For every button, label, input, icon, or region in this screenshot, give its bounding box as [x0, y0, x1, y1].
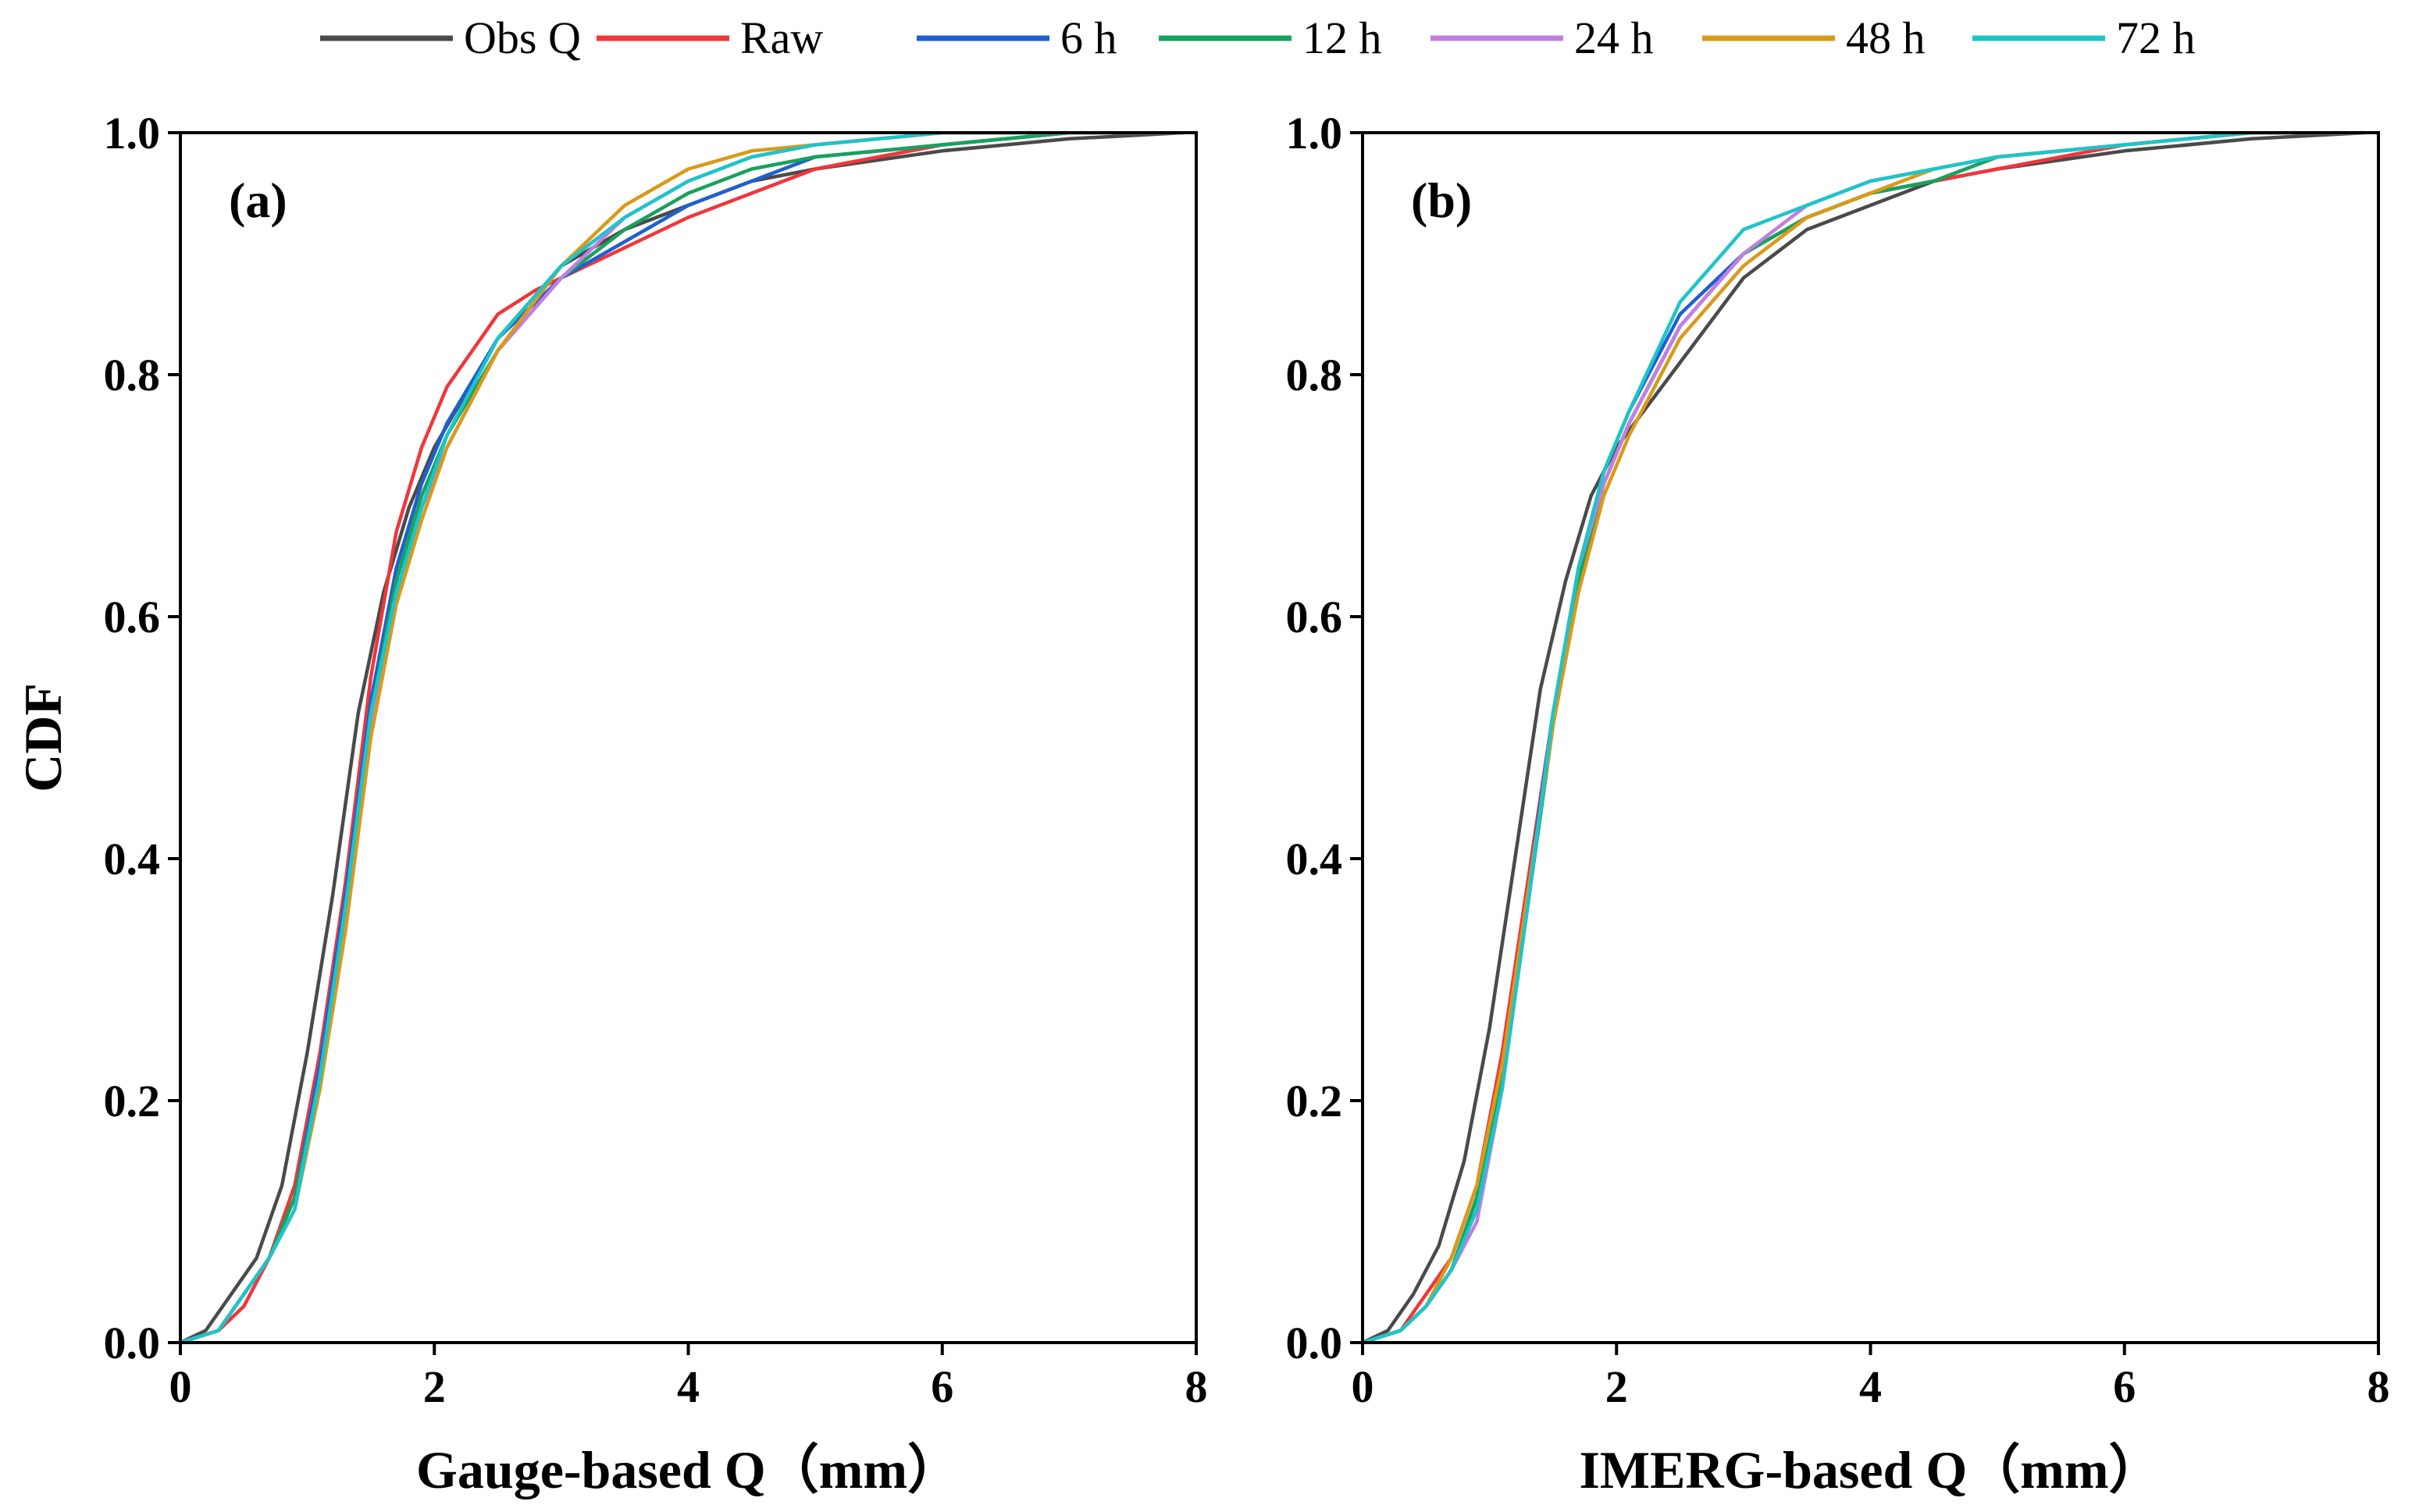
series-line-6h	[180, 133, 1184, 1343]
legend-label: 6 h	[1060, 12, 1117, 63]
legend: Obs Q Raw 6 h 12 h 24 h 48 h 72 h	[320, 12, 2196, 63]
legend-label: 72 h	[2116, 12, 2196, 63]
legend-label: 48 h	[1846, 12, 1926, 63]
series-line-24h	[180, 133, 1184, 1343]
x-tick-label: 6	[931, 1361, 953, 1412]
panel-label: (b)	[1411, 173, 1472, 228]
y-tick-label: 0.2	[104, 1076, 161, 1126]
y-axis-label: CDF	[13, 683, 73, 792]
y-tick-label: 0.0	[104, 1318, 161, 1368]
plot-frame	[1361, 131, 2380, 1344]
panel-label: (a)	[229, 173, 287, 228]
series-line-72h	[180, 133, 1184, 1343]
x-tick-label: 8	[2367, 1361, 2390, 1412]
x-tick-label: 6	[2113, 1361, 2136, 1412]
y-tick-label: 1.0	[1286, 108, 1343, 158]
x-tick-label: 0	[1352, 1361, 1374, 1412]
panel-a: 0 2 4 6 8 0.0 0.2 0.4 0.6 0.8 1.0 (a) Gauge-based Q（…	[13, 108, 1208, 1500]
series-line-48h	[1363, 133, 2366, 1343]
series-line-6h	[1363, 133, 2366, 1343]
legend-item: Obs Q	[320, 12, 581, 63]
series-group	[180, 133, 1184, 1343]
series-line-12h	[180, 133, 1184, 1343]
x-tick-label: 2	[1605, 1361, 1628, 1412]
series-line-raw	[1363, 133, 2366, 1343]
x-tick-label: 4	[677, 1361, 700, 1412]
x-axis-label: Gauge-based Q（mm）	[416, 1440, 960, 1500]
x-axis-label: IMERG-based Q（mm）	[1579, 1440, 2161, 1500]
x-tick-label: 2	[423, 1361, 446, 1412]
y-tick-label: 0.8	[104, 350, 161, 400]
series-line-raw	[180, 133, 1184, 1343]
series-line-12h	[1363, 133, 2366, 1343]
y-tick-label: 0.4	[1286, 834, 1343, 884]
plot-frame	[179, 131, 1198, 1344]
x-tick-label: 4	[1859, 1361, 1882, 1412]
legend-item: 6 h	[917, 12, 1117, 63]
series-line-obsq	[180, 133, 1184, 1343]
y-tick-label: 0.0	[1286, 1318, 1343, 1368]
series-line-72h	[1363, 133, 2366, 1343]
legend-item: 24 h	[1430, 12, 1654, 63]
y-tick-label: 0.8	[1286, 350, 1343, 400]
legend-label: 12 h	[1302, 12, 1382, 63]
x-tick-label: 8	[1185, 1361, 1208, 1412]
legend-item: 12 h	[1159, 12, 1382, 63]
x-tick-label: 0	[169, 1361, 192, 1412]
panel-b: 0 2 4 6 8 0.0 0.2 0.4 0.6 0.8 1.0 (b) IMERG-based Q（…	[1286, 108, 2390, 1500]
series-line-obsq	[1363, 133, 2366, 1343]
legend-item: 72 h	[1972, 12, 2196, 63]
legend-item: 48 h	[1702, 12, 1926, 63]
y-tick-label: 0.4	[104, 834, 161, 884]
y-tick-label: 1.0	[104, 108, 161, 158]
series-group	[1363, 133, 2366, 1343]
y-tick-label: 0.2	[1286, 1076, 1343, 1126]
legend-item: Raw	[597, 12, 823, 63]
legend-label: Raw	[740, 12, 823, 63]
series-line-48h	[180, 133, 1184, 1343]
y-tick-label: 0.6	[104, 592, 161, 642]
legend-label: Obs Q	[464, 12, 581, 63]
series-line-24h	[1363, 133, 2366, 1343]
legend-label: 24 h	[1574, 12, 1654, 63]
y-tick-label: 0.6	[1286, 592, 1343, 642]
